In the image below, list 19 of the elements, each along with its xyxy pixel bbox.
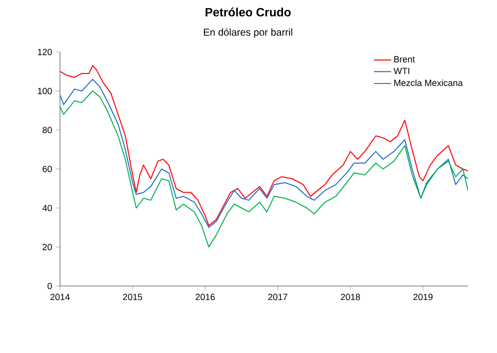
legend-label: Mezcla Mexicana (394, 79, 463, 86)
x-tick-label: 2014 (50, 294, 70, 300)
x-tick-label: 2016 (196, 294, 215, 300)
y-tick-label: 120 (38, 48, 52, 56)
x-tick-label: 2018 (340, 294, 360, 300)
x-tick-label: 2017 (268, 294, 288, 300)
y-tick-label: 40 (42, 204, 52, 212)
chart-title: Petróleo Crudo (206, 8, 291, 16)
legend-label: Brent (394, 56, 415, 62)
line-series (60, 90, 468, 248)
y-tick-label: 80 (42, 126, 52, 134)
y-tick-label: 100 (38, 88, 52, 94)
legend-label: WTI (394, 68, 410, 74)
y-tick-label: 0 (48, 282, 52, 290)
x-tick-label: 2019 (413, 294, 433, 300)
y-tick-label: 60 (42, 166, 52, 172)
x-tick-label: 2015 (123, 294, 142, 300)
chart-subtitle: En dólares por barril (204, 28, 292, 38)
y-tick-label: 20 (42, 244, 52, 250)
